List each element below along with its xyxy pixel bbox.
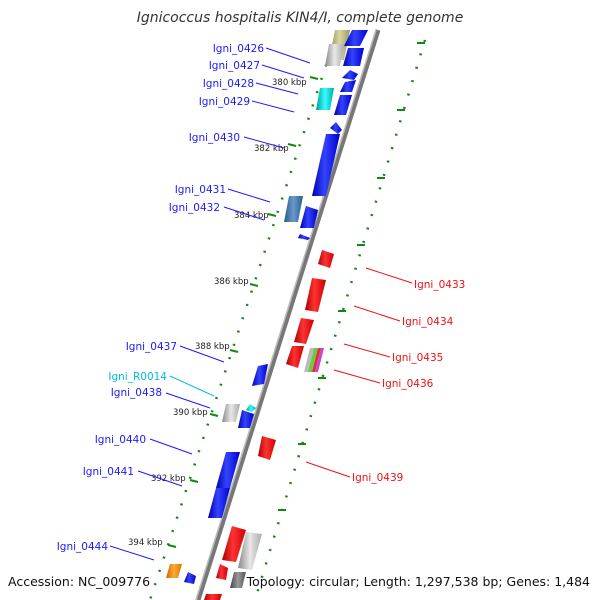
gene-label-0432[interactable]: Igni_0432 (169, 202, 220, 214)
gene-label-0434[interactable]: Igni_0434 (402, 316, 454, 328)
gene-features (166, 30, 368, 600)
tick-label-390: 390 kbp (173, 408, 208, 418)
tick-label-394: 394 kbp (128, 538, 163, 548)
gene-label-0433[interactable]: Igni_0433 (414, 279, 465, 291)
leader-lines-right (305, 267, 413, 478)
gene-label-0439[interactable]: Igni_0439 (352, 472, 403, 484)
gene-label-0444[interactable]: Igni_0444 (57, 541, 109, 553)
map-title: Ignicoccus hospitalis KIN4/I, complete g… (137, 10, 464, 26)
gene-label-0426[interactable]: Igni_0426 (213, 43, 265, 55)
genome-backbone-highlight (195, 29, 377, 600)
gene-label-0431[interactable]: Igni_0431 (175, 184, 226, 196)
accession-text: Accession: NC_009776 (8, 574, 150, 589)
gene-label-0438[interactable]: Igni_0438 (111, 387, 162, 399)
tick-label-382: 382 kbp (254, 144, 289, 154)
genome-backbone (195, 29, 381, 600)
gene-label-0436[interactable]: Igni_0436 (382, 378, 434, 390)
tick-label-386: 386 kbp (214, 277, 249, 287)
leader-line-rna (169, 375, 215, 397)
scale-line-inner (148, 37, 337, 600)
summary-text: Topology: circular; Length: 1,297,538 bp… (246, 574, 590, 589)
gene-label-R0014[interactable]: Igni_R0014 (108, 371, 167, 383)
tick-label-380: 380 kbp (272, 78, 307, 88)
gene-label-0435[interactable]: Igni_0435 (392, 352, 443, 364)
gene-label-0429[interactable]: Igni_0429 (199, 96, 250, 108)
gene-label-0427[interactable]: Igni_0427 (209, 60, 260, 72)
scale-line-outer (253, 39, 427, 600)
gene-label-0428[interactable]: Igni_0428 (203, 78, 254, 90)
gene-label-0441[interactable]: Igni_0441 (83, 466, 134, 478)
gene-label-0440[interactable]: Igni_0440 (95, 434, 146, 446)
gene-label-0430[interactable]: Igni_0430 (189, 132, 240, 144)
tick-label-392: 392 kbp (151, 474, 186, 484)
leader-lines-left (109, 47, 311, 561)
tick-marks (167, 42, 425, 548)
tick-label-388: 388 kbp (195, 342, 230, 352)
gene-label-0437[interactable]: Igni_0437 (126, 341, 177, 353)
